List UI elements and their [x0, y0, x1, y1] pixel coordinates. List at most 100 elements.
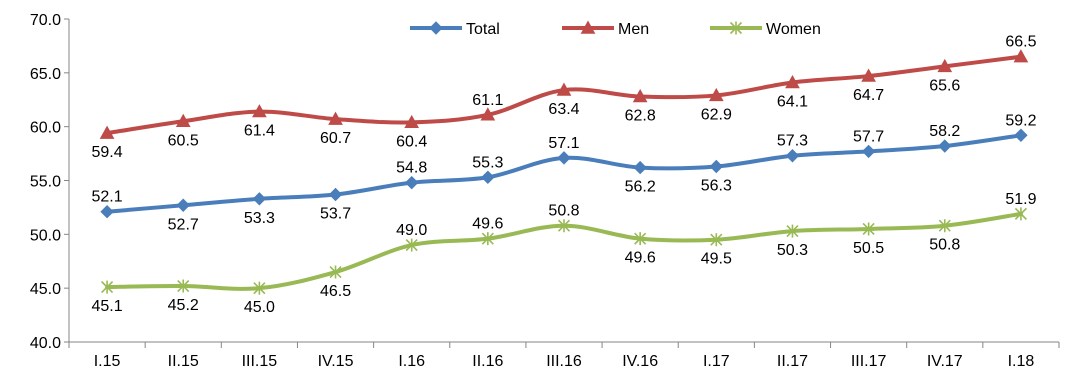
data-label-total: 54.8	[396, 160, 427, 177]
data-label-men: 61.1	[472, 92, 503, 109]
data-label-women: 49.6	[472, 216, 503, 233]
data-label-men: 63.4	[548, 101, 579, 118]
data-point-women	[1014, 207, 1027, 221]
data-point-men	[861, 68, 876, 82]
data-point-men	[175, 113, 191, 127]
data-point-total	[861, 144, 876, 159]
data-point-women	[405, 238, 418, 252]
data-point-women	[557, 219, 571, 233]
series-women	[101, 207, 1027, 295]
data-point-total	[633, 160, 647, 175]
x-tick-label: II.16	[472, 353, 503, 370]
data-label-men: 60.4	[396, 133, 427, 150]
data-label-women: 51.9	[1005, 191, 1036, 208]
y-tick-label: 55.0	[30, 174, 61, 191]
data-point-men	[252, 104, 267, 118]
series-men	[99, 49, 1029, 139]
data-label-total: 59.2	[1005, 112, 1036, 129]
data-point-women	[786, 224, 799, 238]
x-tick-label: IV.16	[622, 353, 658, 370]
legend-marker-total	[429, 21, 443, 35]
series-layer	[99, 49, 1029, 295]
data-label-men: 60.5	[168, 132, 199, 149]
legend-label-men: Men	[618, 21, 649, 38]
data-point-men	[99, 125, 115, 139]
data-label-total: 52.1	[92, 189, 123, 206]
x-tick-label: III.15	[242, 353, 278, 370]
x-tick-label: I.17	[703, 353, 730, 370]
data-label-total: 53.7	[320, 205, 351, 222]
data-label-women: 49.0	[396, 222, 427, 239]
x-tick-label: IV.15	[318, 353, 354, 370]
data-point-women	[481, 232, 494, 246]
x-tick-label: IV.17	[927, 353, 963, 370]
data-label-men: 62.9	[701, 106, 732, 123]
data-label-women: 50.8	[929, 237, 960, 254]
data-point-total	[252, 192, 267, 206]
data-point-total	[404, 175, 419, 190]
data-label-women: 50.5	[853, 240, 884, 257]
data-label-total: 57.1	[548, 135, 579, 152]
data-point-men	[1013, 49, 1029, 63]
legend-item-total: Total	[410, 21, 500, 38]
y-tick-label: 40.0	[30, 335, 61, 352]
data-label-total: 57.3	[777, 133, 808, 150]
series-total	[100, 128, 1028, 219]
data-point-total	[328, 187, 343, 202]
data-label-women: 50.8	[548, 203, 579, 220]
data-label-women: 45.1	[92, 298, 123, 315]
data-label-total: 58.2	[929, 123, 960, 140]
data-point-men	[480, 107, 496, 121]
data-label-total: 53.3	[244, 210, 275, 227]
data-label-total: 57.7	[853, 128, 884, 145]
data-label-men: 59.4	[92, 144, 123, 161]
data-labels: 52.1 52.7 53.3 53.7 54.8 55.3 57.1 56.2 56.3 57.3…	[92, 34, 1037, 316]
y-tick-label: 65.0	[30, 66, 61, 83]
y-tick-label: 60.0	[30, 120, 61, 137]
data-point-total	[1014, 128, 1028, 142]
x-tick-label: II.15	[168, 353, 199, 370]
data-label-men: 62.8	[625, 108, 656, 125]
data-label-women: 45.2	[168, 297, 199, 314]
data-point-men	[708, 87, 724, 102]
data-point-women	[253, 281, 266, 295]
x-tick-label: III.17	[851, 353, 887, 370]
data-point-women	[177, 279, 190, 293]
data-point-total	[176, 198, 190, 212]
data-label-men: 64.7	[853, 87, 884, 104]
data-point-total	[709, 159, 724, 174]
data-label-women: 46.5	[320, 283, 351, 300]
y-tick-label: 50.0	[30, 227, 61, 244]
data-point-total	[938, 139, 952, 153]
x-tick-label: III.16	[546, 353, 582, 370]
data-label-women: 49.6	[625, 250, 656, 267]
data-label-men: 61.4	[244, 123, 275, 140]
data-point-men	[404, 114, 420, 129]
data-label-men: 64.1	[777, 94, 808, 111]
legend-marker-men	[580, 20, 596, 34]
data-point-women	[862, 222, 875, 236]
data-point-men	[328, 111, 343, 125]
data-point-men	[937, 58, 953, 73]
data-label-women: 50.3	[777, 242, 808, 259]
data-point-men	[632, 88, 648, 103]
data-point-women	[329, 265, 342, 279]
x-tick-label: I.18	[1008, 353, 1035, 370]
data-point-men	[556, 82, 572, 96]
data-label-women: 45.0	[244, 299, 275, 316]
data-point-women	[634, 232, 647, 246]
data-label-men: 60.7	[320, 130, 351, 147]
legend-label-total: Total	[466, 21, 500, 38]
x-tick-label: I.16	[398, 353, 425, 370]
data-label-women: 49.5	[701, 251, 732, 268]
data-point-total	[557, 151, 571, 165]
data-point-men	[785, 74, 800, 89]
data-label-men: 65.6	[929, 77, 960, 94]
data-label-total: 56.3	[701, 178, 732, 195]
data-label-men: 66.5	[1005, 34, 1036, 51]
data-point-total	[785, 149, 800, 163]
data-point-women	[938, 219, 951, 233]
data-point-total	[481, 170, 495, 184]
legend-marker-women	[729, 21, 743, 35]
